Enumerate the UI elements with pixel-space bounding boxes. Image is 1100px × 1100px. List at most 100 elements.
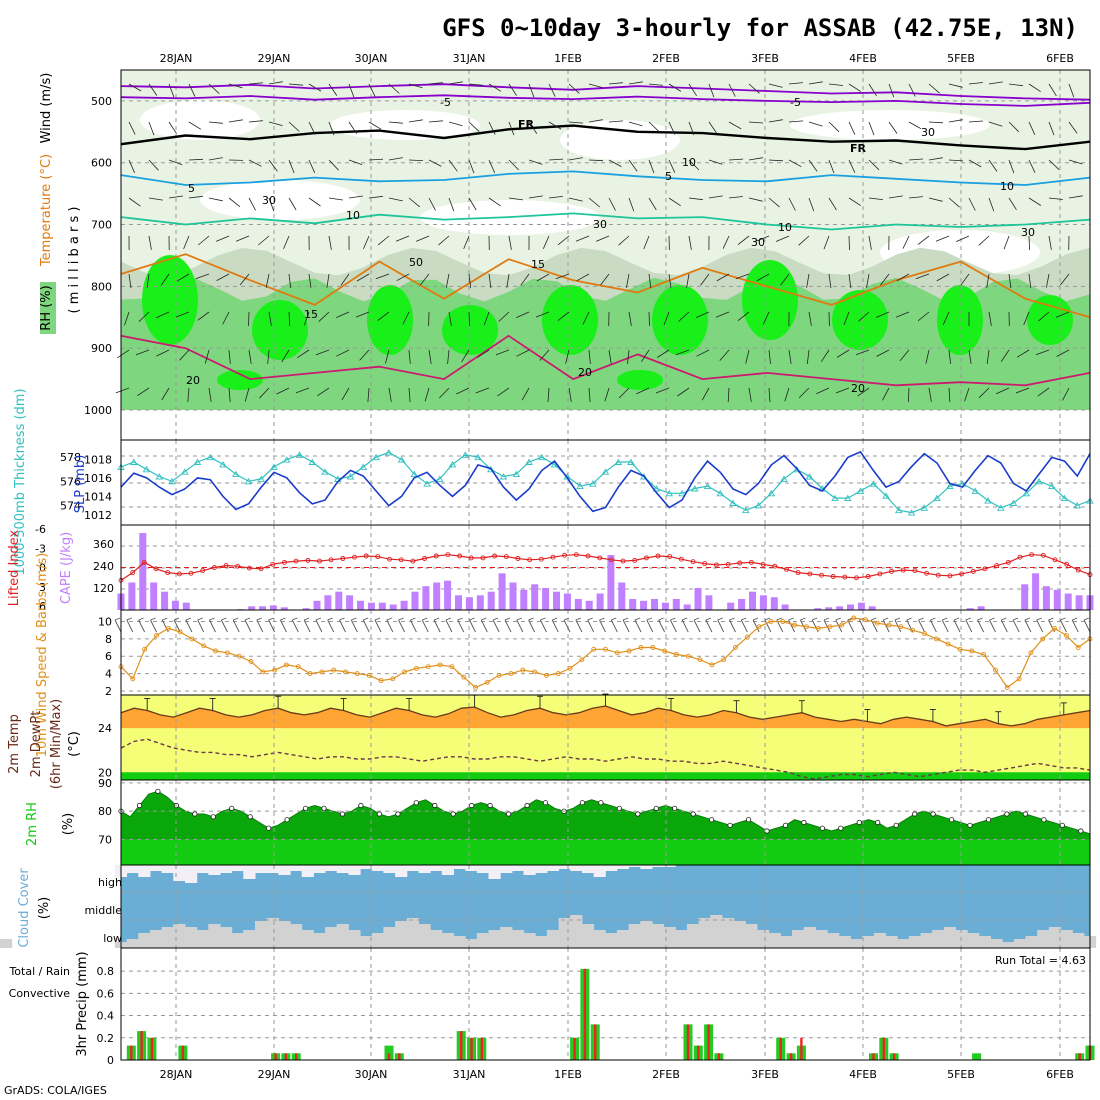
wind-barb xyxy=(675,349,690,356)
wind-speed-point xyxy=(390,676,396,682)
rh2m-point xyxy=(1004,811,1010,817)
wind-barb xyxy=(1028,83,1041,93)
rh2m-tick: 80 xyxy=(98,805,112,818)
wind-barb xyxy=(408,197,421,208)
cape-bar xyxy=(302,608,310,610)
wind-barb xyxy=(688,235,692,250)
wind-speed-point xyxy=(945,641,951,647)
wind-barb xyxy=(281,349,290,363)
contour-label: -5 xyxy=(440,96,451,109)
cape-bar xyxy=(1053,589,1061,610)
wind-barb xyxy=(908,158,924,161)
cloud-high-bar xyxy=(220,865,233,873)
temp2m-tick: 20 xyxy=(98,766,112,779)
lifted-index-point xyxy=(865,574,871,579)
wind-barb xyxy=(548,196,563,199)
wind-barb xyxy=(608,349,612,364)
wind-speed-point xyxy=(673,652,679,657)
wind10-barb xyxy=(788,619,796,633)
pressure-tick: 1000 xyxy=(84,404,112,417)
cloud-low-bar xyxy=(126,939,139,948)
wind10-barb xyxy=(740,619,748,633)
cloud-low-bar xyxy=(990,939,1003,948)
wind-barb xyxy=(968,159,982,168)
cloud-low-bar xyxy=(698,918,711,948)
wind-barb xyxy=(156,311,170,319)
wind-speed-point xyxy=(154,632,159,638)
wind-barb xyxy=(857,387,870,397)
wind-barb xyxy=(668,273,672,288)
cape-bar xyxy=(411,591,419,610)
wind10-barb xyxy=(587,619,595,633)
wind-barb xyxy=(908,121,922,130)
wind-barb xyxy=(359,349,370,361)
wind-barb xyxy=(148,121,155,136)
rh2m-point xyxy=(487,802,493,809)
wind-barb xyxy=(308,83,322,92)
wind10-barb-flag xyxy=(646,617,652,621)
cape-bar xyxy=(509,582,517,610)
cape-bar xyxy=(346,595,354,610)
wind10-barb xyxy=(138,619,146,633)
thickness-point xyxy=(244,477,253,485)
wind-speed-point xyxy=(863,617,868,623)
thickness-point xyxy=(933,494,941,502)
wind-barb xyxy=(528,83,535,98)
wind-barb xyxy=(668,121,676,135)
wind-barb xyxy=(948,83,963,88)
cloud-level-label: low xyxy=(103,932,122,945)
wind10-barb xyxy=(965,619,973,633)
wind-speed-point xyxy=(402,669,408,675)
wind-barb xyxy=(745,349,750,364)
top-date-label: 6FEB xyxy=(1046,52,1074,65)
lifted-index-point xyxy=(211,565,217,570)
lifted-index-point xyxy=(410,558,416,564)
lifted-index-point xyxy=(130,570,136,576)
cape-bar xyxy=(367,602,375,610)
cloud-low-bar xyxy=(967,933,980,948)
wind10-barb-flag xyxy=(221,617,227,621)
cloud-high-bar xyxy=(465,865,478,871)
cape-bar xyxy=(389,604,397,610)
cloud-high-bar xyxy=(430,865,443,871)
wind-barb xyxy=(555,273,570,280)
wind10-barb-flag xyxy=(209,617,215,621)
precip-conv-bar xyxy=(480,1037,483,1060)
rh-clear-0 xyxy=(140,100,260,140)
wind-speed-point xyxy=(331,667,337,673)
cloud-low-bar xyxy=(196,930,209,948)
contour-label: 20 xyxy=(578,366,592,379)
wind10-barb-flag xyxy=(540,617,546,621)
top-date-label: 5FEB xyxy=(947,52,975,65)
cloud-high-bar xyxy=(301,865,314,877)
cloud-low-bar xyxy=(908,936,921,948)
wind-barb xyxy=(1068,195,1083,199)
lifted-index-point xyxy=(340,556,346,561)
wind-barb xyxy=(928,157,943,161)
thickness-point xyxy=(971,487,980,494)
wind-barb xyxy=(928,197,943,202)
wind-barb xyxy=(283,235,290,250)
wind-barb xyxy=(408,119,423,123)
wind10-barb xyxy=(610,619,618,633)
precip-conv-bar xyxy=(697,1045,700,1060)
thickness-point xyxy=(895,506,903,514)
wind-barb xyxy=(575,235,590,242)
wind-barb xyxy=(428,197,436,211)
contour-label: FR xyxy=(518,118,535,131)
lifted-index-point xyxy=(387,556,392,562)
wind-speed-point xyxy=(969,648,975,654)
wind-barb xyxy=(582,311,590,325)
cloud-low-bar xyxy=(500,927,513,948)
wind-barb xyxy=(978,235,990,246)
cloud-high-bar xyxy=(441,865,454,875)
wind-barb xyxy=(148,197,163,201)
precip-total-bar xyxy=(384,1045,394,1060)
precip-conv-bar xyxy=(594,1024,597,1060)
wind-barb xyxy=(448,311,452,326)
thickness-point xyxy=(754,502,763,509)
wind-barb xyxy=(168,159,183,166)
wind10-barb xyxy=(445,619,453,633)
wind10-barb xyxy=(859,619,866,633)
cloud-high-bar xyxy=(161,865,174,873)
